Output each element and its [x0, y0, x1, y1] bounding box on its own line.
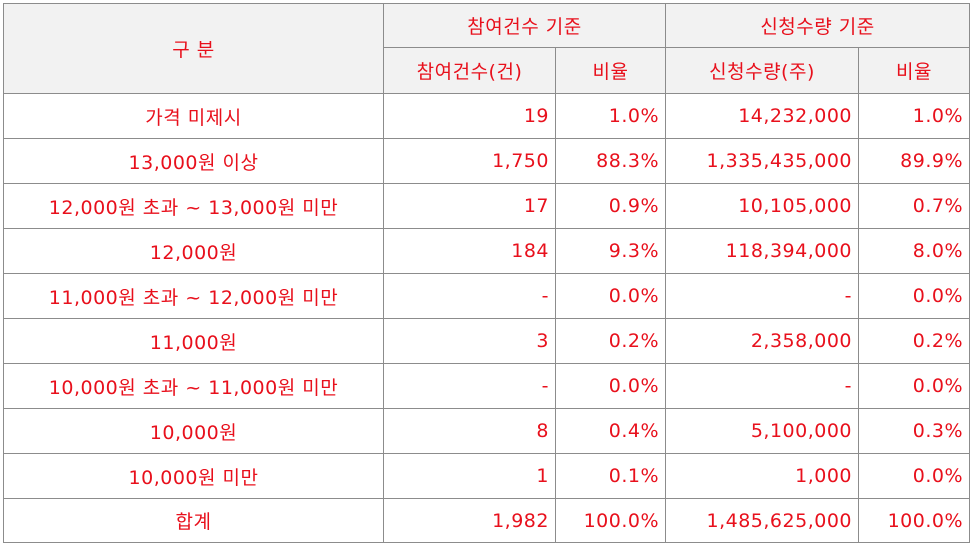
row-count: 184	[383, 228, 556, 274]
row-count: -	[383, 273, 556, 319]
row-category: 10,000원 초과 ~ 11,000원 미만	[3, 363, 384, 409]
header-group-participants: 참여건수 기준	[382, 3, 667, 48]
row-category: 가격 미제시	[3, 93, 384, 139]
row-count: 3	[383, 318, 556, 364]
row-category: 13,000원 이상	[3, 138, 384, 184]
row-category: 합계	[3, 498, 384, 543]
header-participants-ratio: 비율	[554, 47, 667, 94]
row-shares-ratio: 0.2%	[858, 318, 971, 364]
row-count-ratio: 0.0%	[554, 363, 667, 409]
row-shares-ratio: 89.9%	[858, 138, 971, 184]
row-shares-ratio: 0.0%	[858, 363, 971, 409]
row-count: 1,982	[383, 498, 556, 543]
row-shares-ratio: 8.0%	[858, 228, 971, 274]
row-count: -	[383, 363, 556, 409]
demand-forecast-table: 구 분 참여건수 기준 신청수량 기준 참여건수(건) 비율 신청수량(주) 비…	[3, 3, 971, 543]
row-shares: 118,394,000	[665, 228, 860, 274]
row-shares: 1,485,625,000	[665, 498, 860, 543]
table-row: 13,000원 이상 1,750 88.3% 1,335,435,000 89.…	[3, 138, 971, 184]
row-count-ratio: 9.3%	[554, 228, 667, 274]
row-shares-ratio: 1.0%	[858, 93, 971, 139]
row-category: 11,000원	[3, 318, 384, 364]
row-count: 17	[383, 183, 556, 229]
row-shares-ratio: 0.3%	[858, 408, 971, 454]
header-group-quantity: 신청수량 기준	[665, 3, 971, 48]
row-count: 1	[383, 453, 556, 499]
table-row: 12,000원 184 9.3% 118,394,000 8.0%	[3, 228, 971, 274]
row-count-ratio: 0.4%	[554, 408, 667, 454]
table-row: 12,000원 초과 ~ 13,000원 미만 17 0.9% 10,105,0…	[3, 183, 971, 229]
row-shares: 10,105,000	[665, 183, 860, 229]
row-count-ratio: 1.0%	[554, 93, 667, 139]
row-count: 8	[383, 408, 556, 454]
table-body: 가격 미제시 19 1.0% 14,232,000 1.0% 13,000원 이…	[3, 93, 971, 543]
header-participants-count: 참여건수(건)	[383, 47, 556, 94]
table-row: 11,000원 3 0.2% 2,358,000 0.2%	[3, 318, 971, 364]
row-shares-ratio: 0.7%	[858, 183, 971, 229]
row-count: 1,750	[383, 138, 556, 184]
header-quantity-shares: 신청수량(주)	[665, 47, 860, 94]
row-shares-ratio: 100.0%	[858, 498, 971, 543]
row-category: 11,000원 초과 ~ 12,000원 미만	[3, 273, 384, 319]
row-shares: 1,335,435,000	[665, 138, 860, 184]
row-shares-ratio: 0.0%	[858, 273, 971, 319]
row-count-ratio: 100.0%	[554, 498, 667, 543]
row-shares: 1,000	[665, 453, 860, 499]
row-count: 19	[383, 93, 556, 139]
row-shares: -	[665, 273, 860, 319]
header-row-groups: 구 분 참여건수 기준 신청수량 기준	[3, 3, 971, 94]
row-shares-ratio: 0.0%	[858, 453, 971, 499]
row-count-ratio: 0.1%	[554, 453, 667, 499]
row-count-ratio: 0.9%	[554, 183, 667, 229]
header-row-columns: 참여건수(건) 비율 신청수량(주) 비율	[4, 47, 971, 94]
row-category: 10,000원	[3, 408, 384, 454]
table-row: 10,000원 초과 ~ 11,000원 미만 - 0.0% - 0.0%	[3, 363, 971, 409]
header-quantity-ratio: 비율	[858, 47, 971, 94]
table-header: 구 분 참여건수 기준 신청수량 기준 참여건수(건) 비율 신청수량(주) 비…	[3, 3, 971, 94]
row-count-ratio: 0.0%	[554, 273, 667, 319]
row-category: 12,000원	[3, 228, 384, 274]
row-count-ratio: 0.2%	[554, 318, 667, 364]
row-shares: 14,232,000	[665, 93, 860, 139]
row-category: 12,000원 초과 ~ 13,000원 미만	[3, 183, 384, 229]
row-shares: 2,358,000	[665, 318, 860, 364]
header-category: 구 분	[3, 3, 384, 94]
total-row: 합계 1,982 100.0% 1,485,625,000 100.0%	[3, 498, 971, 543]
row-count-ratio: 88.3%	[554, 138, 667, 184]
table-row: 10,000원 8 0.4% 5,100,000 0.3%	[3, 408, 971, 454]
row-shares: 5,100,000	[665, 408, 860, 454]
table-row: 11,000원 초과 ~ 12,000원 미만 - 0.0% - 0.0%	[3, 273, 971, 319]
row-category: 10,000원 미만	[3, 453, 384, 499]
table-row: 가격 미제시 19 1.0% 14,232,000 1.0%	[3, 93, 971, 139]
table-row: 10,000원 미만 1 0.1% 1,000 0.0%	[3, 453, 971, 499]
row-shares: -	[665, 363, 860, 409]
